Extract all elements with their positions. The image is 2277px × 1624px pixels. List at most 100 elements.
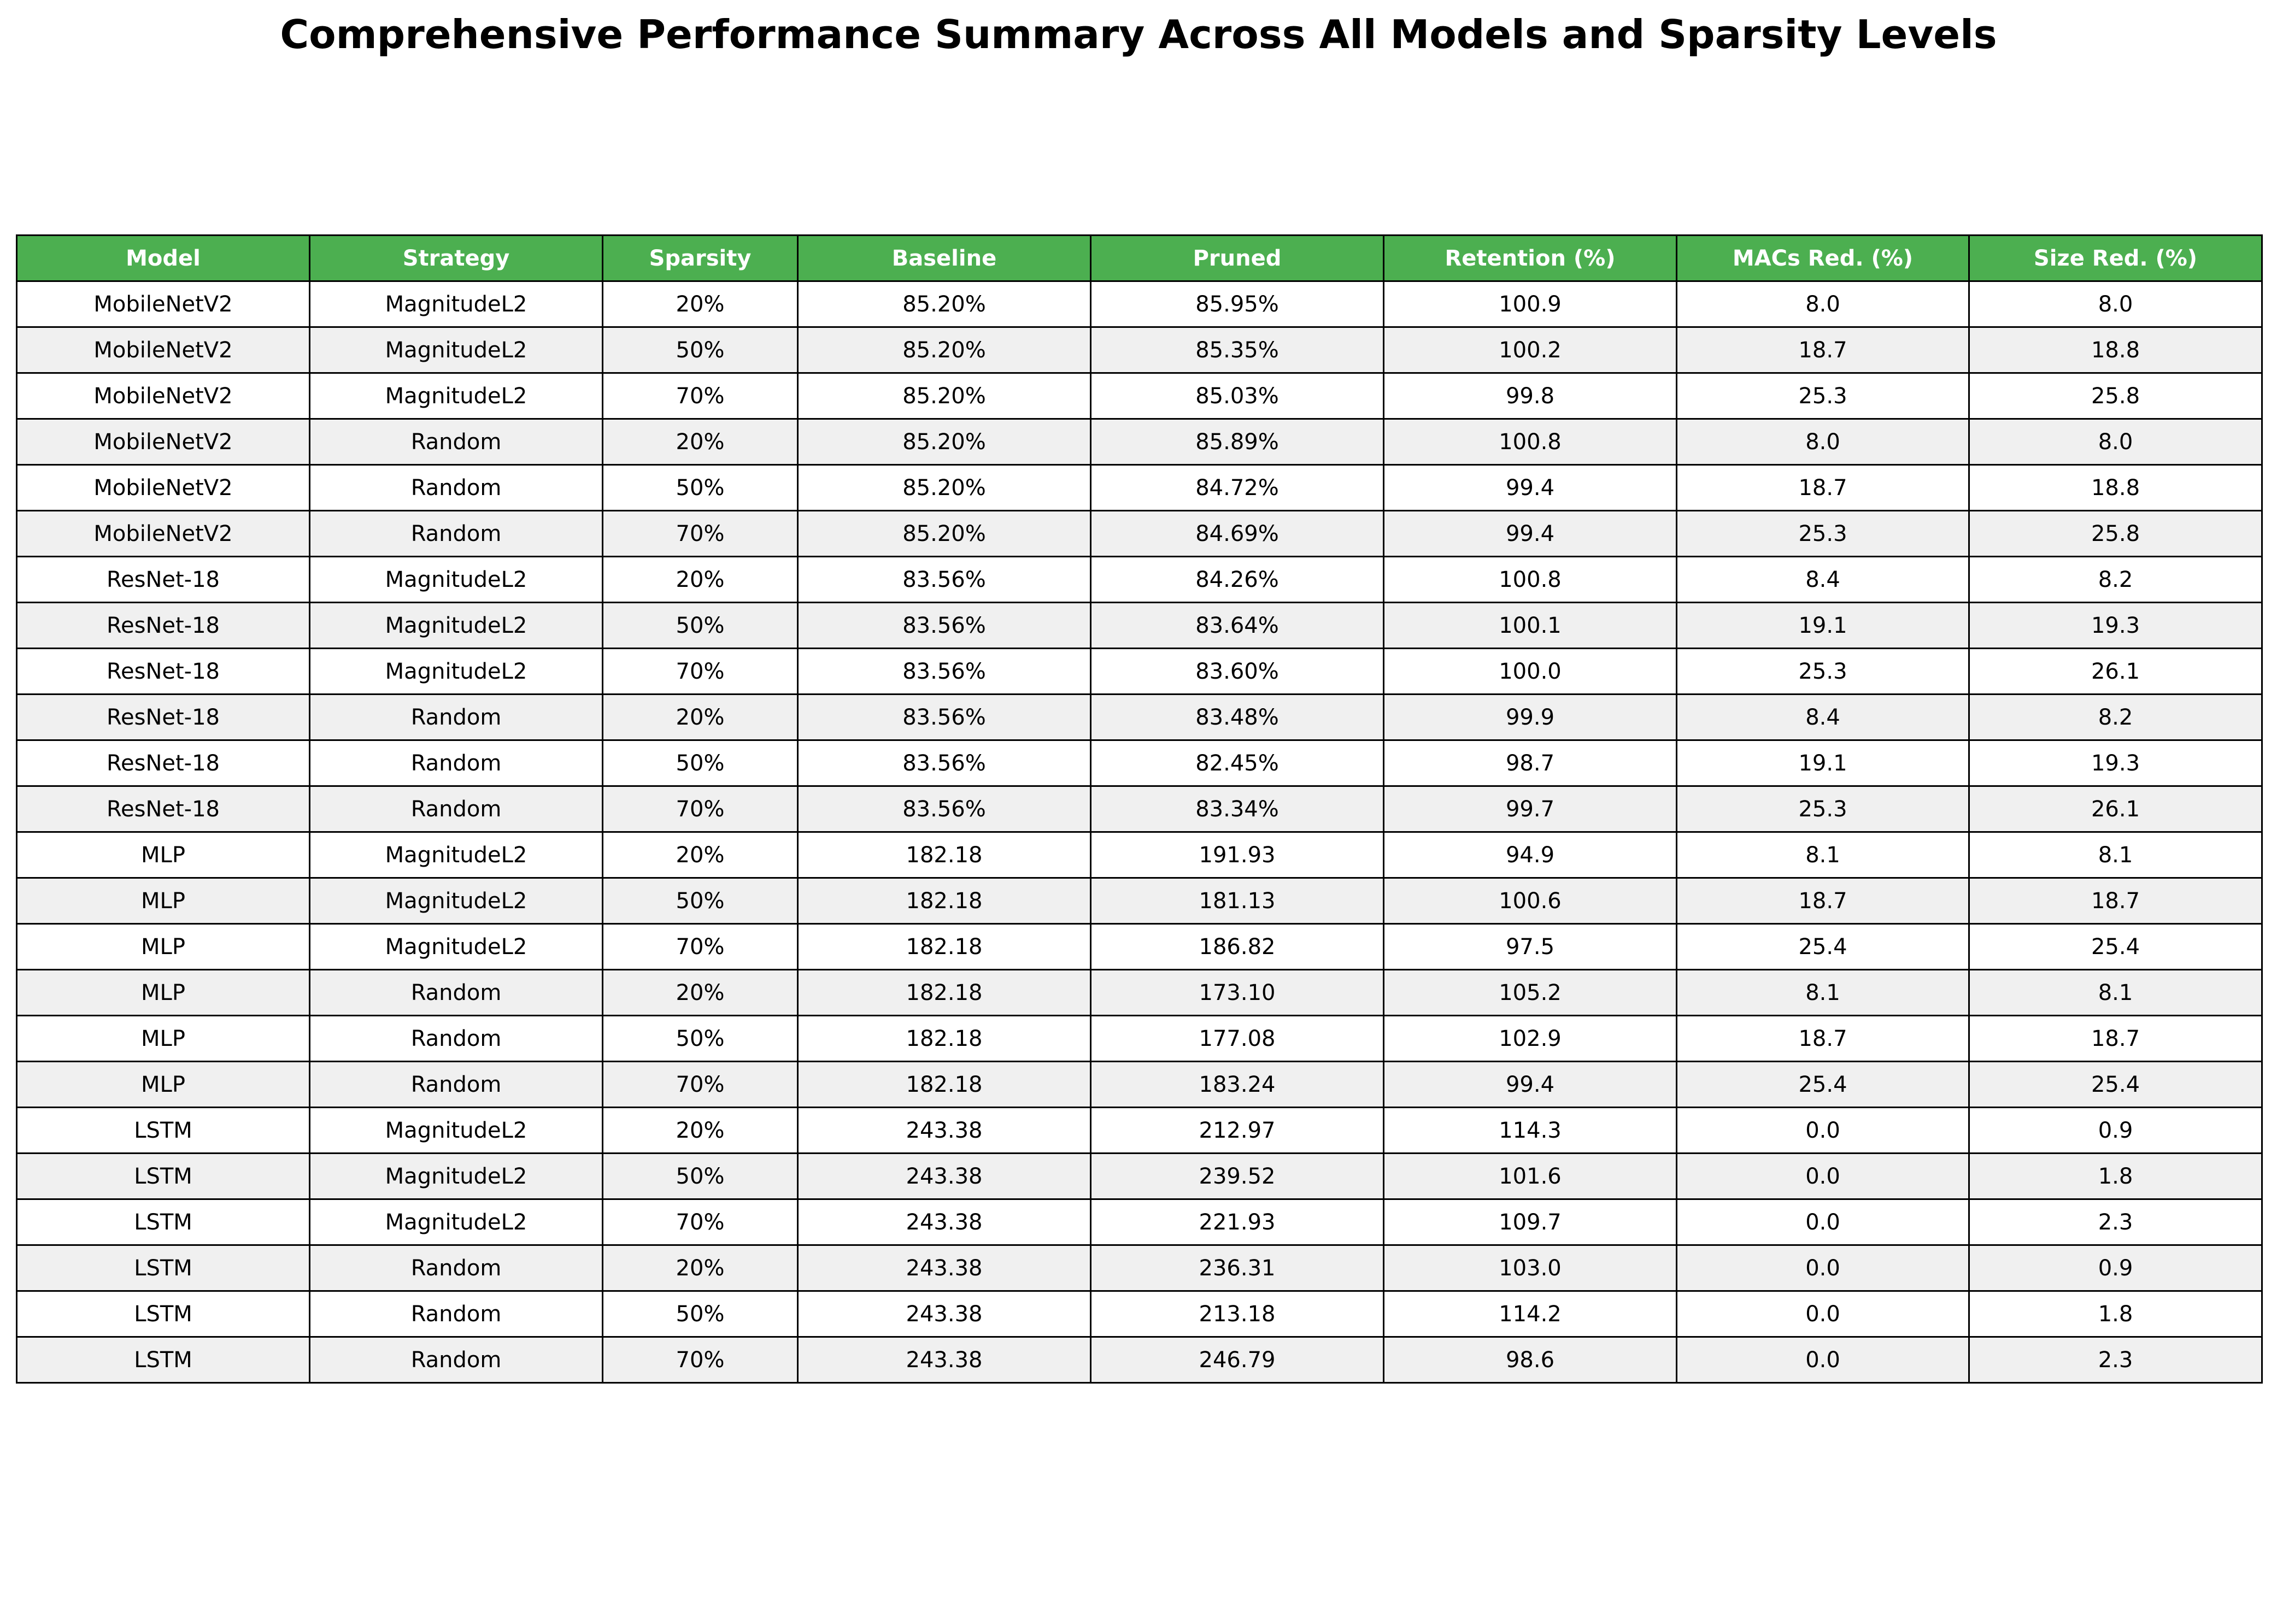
cell-model: MLP — [16, 1015, 310, 1062]
column-header-size-red: Size Red. (%) — [1968, 234, 2263, 282]
cell-strategy: MagnitudeL2 — [309, 280, 603, 328]
cell-size-red: 2.3 — [1968, 1198, 2263, 1246]
cell-macs-red: 0.0 — [1676, 1290, 1970, 1338]
cell-size-red: 18.7 — [1968, 877, 2263, 925]
column-header-baseline: Baseline — [797, 234, 1091, 282]
cell-retention: 94.9 — [1383, 831, 1677, 879]
chart-title: Comprehensive Performance Summary Across… — [280, 11, 1997, 57]
cell-model: MobileNetV2 — [16, 510, 310, 557]
cell-retention: 100.6 — [1383, 877, 1677, 925]
cell-retention: 100.9 — [1383, 280, 1677, 328]
cell-size-red: 8.0 — [1968, 418, 2263, 466]
cell-model: ResNet-18 — [16, 693, 310, 741]
cell-strategy: Random — [309, 1290, 603, 1338]
cell-strategy: MagnitudeL2 — [309, 1152, 603, 1200]
cell-size-red: 25.4 — [1968, 923, 2263, 970]
table-row: MLP MagnitudeL2 70% 182.18 186.82 97.5 25.4 25.… — [16, 923, 2263, 970]
cell-model: MLP — [16, 923, 310, 970]
cell-model: ResNet-18 — [16, 648, 310, 695]
table-row: MLP Random 70% 182.18 183.24 99.4 25.4 25.4 — [16, 1061, 2263, 1108]
table-row: LSTM MagnitudeL2 70% 243.38 221.93 109.7 0.0 2.… — [16, 1198, 2263, 1246]
cell-pruned: 183.24 — [1090, 1061, 1384, 1108]
cell-model: LSTM — [16, 1290, 310, 1338]
cell-size-red: 0.9 — [1968, 1244, 2263, 1292]
cell-baseline: 182.18 — [797, 923, 1091, 970]
cell-baseline: 243.38 — [797, 1290, 1091, 1338]
cell-baseline: 182.18 — [797, 1015, 1091, 1062]
cell-strategy: MagnitudeL2 — [309, 923, 603, 970]
cell-strategy: Random — [309, 510, 603, 557]
cell-macs-red: 25.4 — [1676, 1061, 1970, 1108]
cell-retention: 100.8 — [1383, 556, 1677, 603]
table-row: MobileNetV2 Random 20% 85.20% 85.89% 100.8 8.0… — [16, 418, 2263, 466]
cell-retention: 109.7 — [1383, 1198, 1677, 1246]
cell-retention: 98.7 — [1383, 739, 1677, 787]
table-row: LSTM MagnitudeL2 20% 243.38 212.97 114.3 0.0 0.… — [16, 1107, 2263, 1154]
cell-pruned: 186.82 — [1090, 923, 1384, 970]
cell-size-red: 25.4 — [1968, 1061, 2263, 1108]
cell-sparsity: 20% — [602, 418, 799, 466]
cell-macs-red: 25.3 — [1676, 785, 1970, 833]
cell-model: MLP — [16, 1061, 310, 1108]
cell-retention: 114.2 — [1383, 1290, 1677, 1338]
cell-sparsity: 20% — [602, 693, 799, 741]
cell-macs-red: 0.0 — [1676, 1198, 1970, 1246]
cell-macs-red: 0.0 — [1676, 1336, 1970, 1384]
cell-macs-red: 8.4 — [1676, 693, 1970, 741]
table-row: LSTM Random 50% 243.38 213.18 114.2 0.0 1.8 — [16, 1290, 2263, 1338]
table-row: ResNet-18 MagnitudeL2 70% 83.56% 83.60% 100.0… — [16, 648, 2263, 695]
cell-size-red: 18.8 — [1968, 326, 2263, 374]
table-row: MLP MagnitudeL2 20% 182.18 191.93 94.9 8.1 8.1 — [16, 831, 2263, 879]
cell-pruned: 173.10 — [1090, 969, 1384, 1016]
cell-model: LSTM — [16, 1336, 310, 1384]
cell-model: MLP — [16, 969, 310, 1016]
cell-baseline: 243.38 — [797, 1198, 1091, 1246]
cell-macs-red: 18.7 — [1676, 877, 1970, 925]
cell-macs-red: 18.7 — [1676, 326, 1970, 374]
cell-baseline: 85.20% — [797, 418, 1091, 466]
cell-retention: 100.2 — [1383, 326, 1677, 374]
cell-sparsity: 20% — [602, 831, 799, 879]
cell-sparsity: 50% — [602, 602, 799, 649]
cell-baseline: 83.56% — [797, 739, 1091, 787]
cell-retention: 102.9 — [1383, 1015, 1677, 1062]
cell-size-red: 25.8 — [1968, 372, 2263, 420]
cell-strategy: Random — [309, 1061, 603, 1108]
cell-retention: 97.5 — [1383, 923, 1677, 970]
cell-size-red: 19.3 — [1968, 739, 2263, 787]
cell-size-red: 8.2 — [1968, 556, 2263, 603]
cell-pruned: 236.31 — [1090, 1244, 1384, 1292]
cell-model: ResNet-18 — [16, 602, 310, 649]
cell-size-red: 0.9 — [1968, 1107, 2263, 1154]
table-row: ResNet-18 MagnitudeL2 50% 83.56% 83.64% 100.1… — [16, 602, 2263, 649]
cell-model: MLP — [16, 877, 310, 925]
cell-macs-red: 8.0 — [1676, 418, 1970, 466]
cell-strategy: Random — [309, 739, 603, 787]
cell-baseline: 83.56% — [797, 556, 1091, 603]
cell-strategy: MagnitudeL2 — [309, 326, 603, 374]
cell-baseline: 243.38 — [797, 1336, 1091, 1384]
cell-baseline: 243.38 — [797, 1107, 1091, 1154]
cell-retention: 114.3 — [1383, 1107, 1677, 1154]
cell-sparsity: 70% — [602, 372, 799, 420]
cell-pruned: 83.48% — [1090, 693, 1384, 741]
cell-model: ResNet-18 — [16, 739, 310, 787]
cell-macs-red: 0.0 — [1676, 1152, 1970, 1200]
cell-pruned: 85.95% — [1090, 280, 1384, 328]
cell-baseline: 85.20% — [797, 510, 1091, 557]
cell-size-red: 1.8 — [1968, 1152, 2263, 1200]
cell-macs-red: 8.4 — [1676, 556, 1970, 603]
cell-size-red: 2.3 — [1968, 1336, 2263, 1384]
cell-pruned: 85.89% — [1090, 418, 1384, 466]
table-row: ResNet-18 Random 70% 83.56% 83.34% 99.7 25.3 26… — [16, 785, 2263, 833]
cell-pruned: 83.34% — [1090, 785, 1384, 833]
header-row: Model Strategy Sparsity Baseline Pruned Reten… — [16, 234, 2263, 282]
cell-baseline: 83.56% — [797, 602, 1091, 649]
cell-macs-red: 18.7 — [1676, 464, 1970, 511]
cell-strategy: MagnitudeL2 — [309, 877, 603, 925]
cell-pruned: 85.35% — [1090, 326, 1384, 374]
cell-retention: 99.8 — [1383, 372, 1677, 420]
cell-macs-red: 25.3 — [1676, 648, 1970, 695]
cell-sparsity: 70% — [602, 1061, 799, 1108]
cell-strategy: Random — [309, 785, 603, 833]
